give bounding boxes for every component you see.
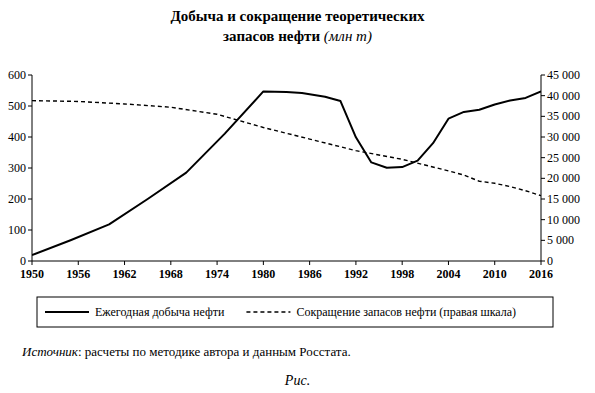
- x-tick-label: 1980: [251, 267, 275, 281]
- y2-axis: [541, 75, 542, 261]
- x-axis: [32, 261, 541, 262]
- x-tick: [124, 261, 125, 265]
- legend-label: Сокращение запасов нефти (правая шкала): [296, 305, 516, 319]
- y2-tick-label: 10 000: [547, 213, 580, 227]
- x-tick: [263, 261, 264, 265]
- x-tick-label: 1950: [20, 267, 44, 281]
- x-tick-label: 2016: [529, 267, 553, 281]
- x-tick-label: 1974: [205, 267, 229, 281]
- title-part: Добыча и сокращение теоретических: [170, 8, 425, 24]
- y2-tick-label: 25 000: [547, 151, 580, 165]
- y2-tick: [541, 240, 545, 241]
- y-tick: [28, 168, 32, 169]
- y2-tick-label: 35 000: [547, 109, 580, 123]
- x-tick-label: 1986: [298, 267, 322, 281]
- x-tick-label: 1998: [390, 267, 414, 281]
- y-tick: [28, 230, 32, 231]
- y2-tick-label: 5 000: [547, 233, 574, 247]
- y2-tick: [541, 178, 545, 179]
- y-tick: [28, 75, 32, 76]
- y-tick-label: 500: [8, 99, 26, 113]
- source-lead: Источник: [21, 344, 79, 359]
- x-tick: [309, 261, 310, 265]
- legend-label: Ежегодная добыча нефти: [95, 305, 225, 319]
- legend-line: [45, 311, 89, 313]
- y-tick: [28, 261, 32, 262]
- y2-tick: [541, 219, 545, 220]
- chart: Добыча и сокращение теоретических запасов…: [0, 0, 595, 393]
- legend-line: [246, 311, 290, 312]
- x-tick: [32, 261, 33, 265]
- y-tick-label: 0: [20, 254, 26, 268]
- y2-tick: [541, 116, 545, 117]
- y2-tick-label: 15 000: [547, 192, 580, 206]
- series-line: [32, 101, 541, 196]
- x-tick-label: 1956: [66, 267, 90, 281]
- y2-tick: [541, 157, 545, 158]
- y-tick-label: 300: [8, 161, 26, 175]
- figure-label: Рис.: [284, 373, 310, 388]
- y2-tick-label: 0: [547, 254, 553, 268]
- series-group: [32, 91, 541, 255]
- y-tick: [28, 137, 32, 138]
- y-tick: [28, 106, 32, 107]
- x-tick: [78, 261, 79, 265]
- y2-tick-label: 20 000: [547, 171, 580, 185]
- x-tick-label: 1968: [159, 267, 183, 281]
- x-tick: [541, 261, 542, 265]
- y-tick-label: 400: [8, 130, 26, 144]
- y2-tick-label: 30 000: [547, 130, 580, 144]
- y-tick: [28, 199, 32, 200]
- y2-tick: [541, 95, 545, 96]
- y-tick-label: 600: [8, 68, 26, 82]
- x-tick: [402, 261, 403, 265]
- source-rest: : расчеты по методике автора и данным Ро…: [78, 344, 351, 359]
- x-tick: [355, 261, 356, 265]
- x-tick: [448, 261, 449, 265]
- source-note: Источник: расчеты по методике автора и д…: [21, 344, 351, 359]
- y2-tick: [541, 75, 545, 76]
- title-part: (млн т): [324, 28, 372, 45]
- y2-tick: [541, 199, 545, 200]
- y2-tick-label: 45 000: [547, 68, 580, 82]
- legend-box: [37, 297, 553, 327]
- y-tick-label: 100: [8, 223, 26, 237]
- x-tick-label: 1962: [113, 267, 137, 281]
- series-line: [32, 91, 541, 255]
- y-tick-label: 200: [8, 192, 26, 206]
- x-tick-label: 2004: [436, 267, 460, 281]
- y2-tick: [541, 261, 545, 262]
- y2-tick-label: 40 000: [547, 89, 580, 103]
- title-part: запасов нефти: [223, 28, 324, 44]
- x-tick: [170, 261, 171, 265]
- title: Добыча и сокращение теоретических запасов…: [170, 8, 425, 45]
- y2-tick: [541, 137, 545, 138]
- x-tick-label: 2010: [483, 267, 507, 281]
- x-tick-label: 1992: [344, 267, 368, 281]
- x-tick: [217, 261, 218, 265]
- x-tick: [494, 261, 495, 265]
